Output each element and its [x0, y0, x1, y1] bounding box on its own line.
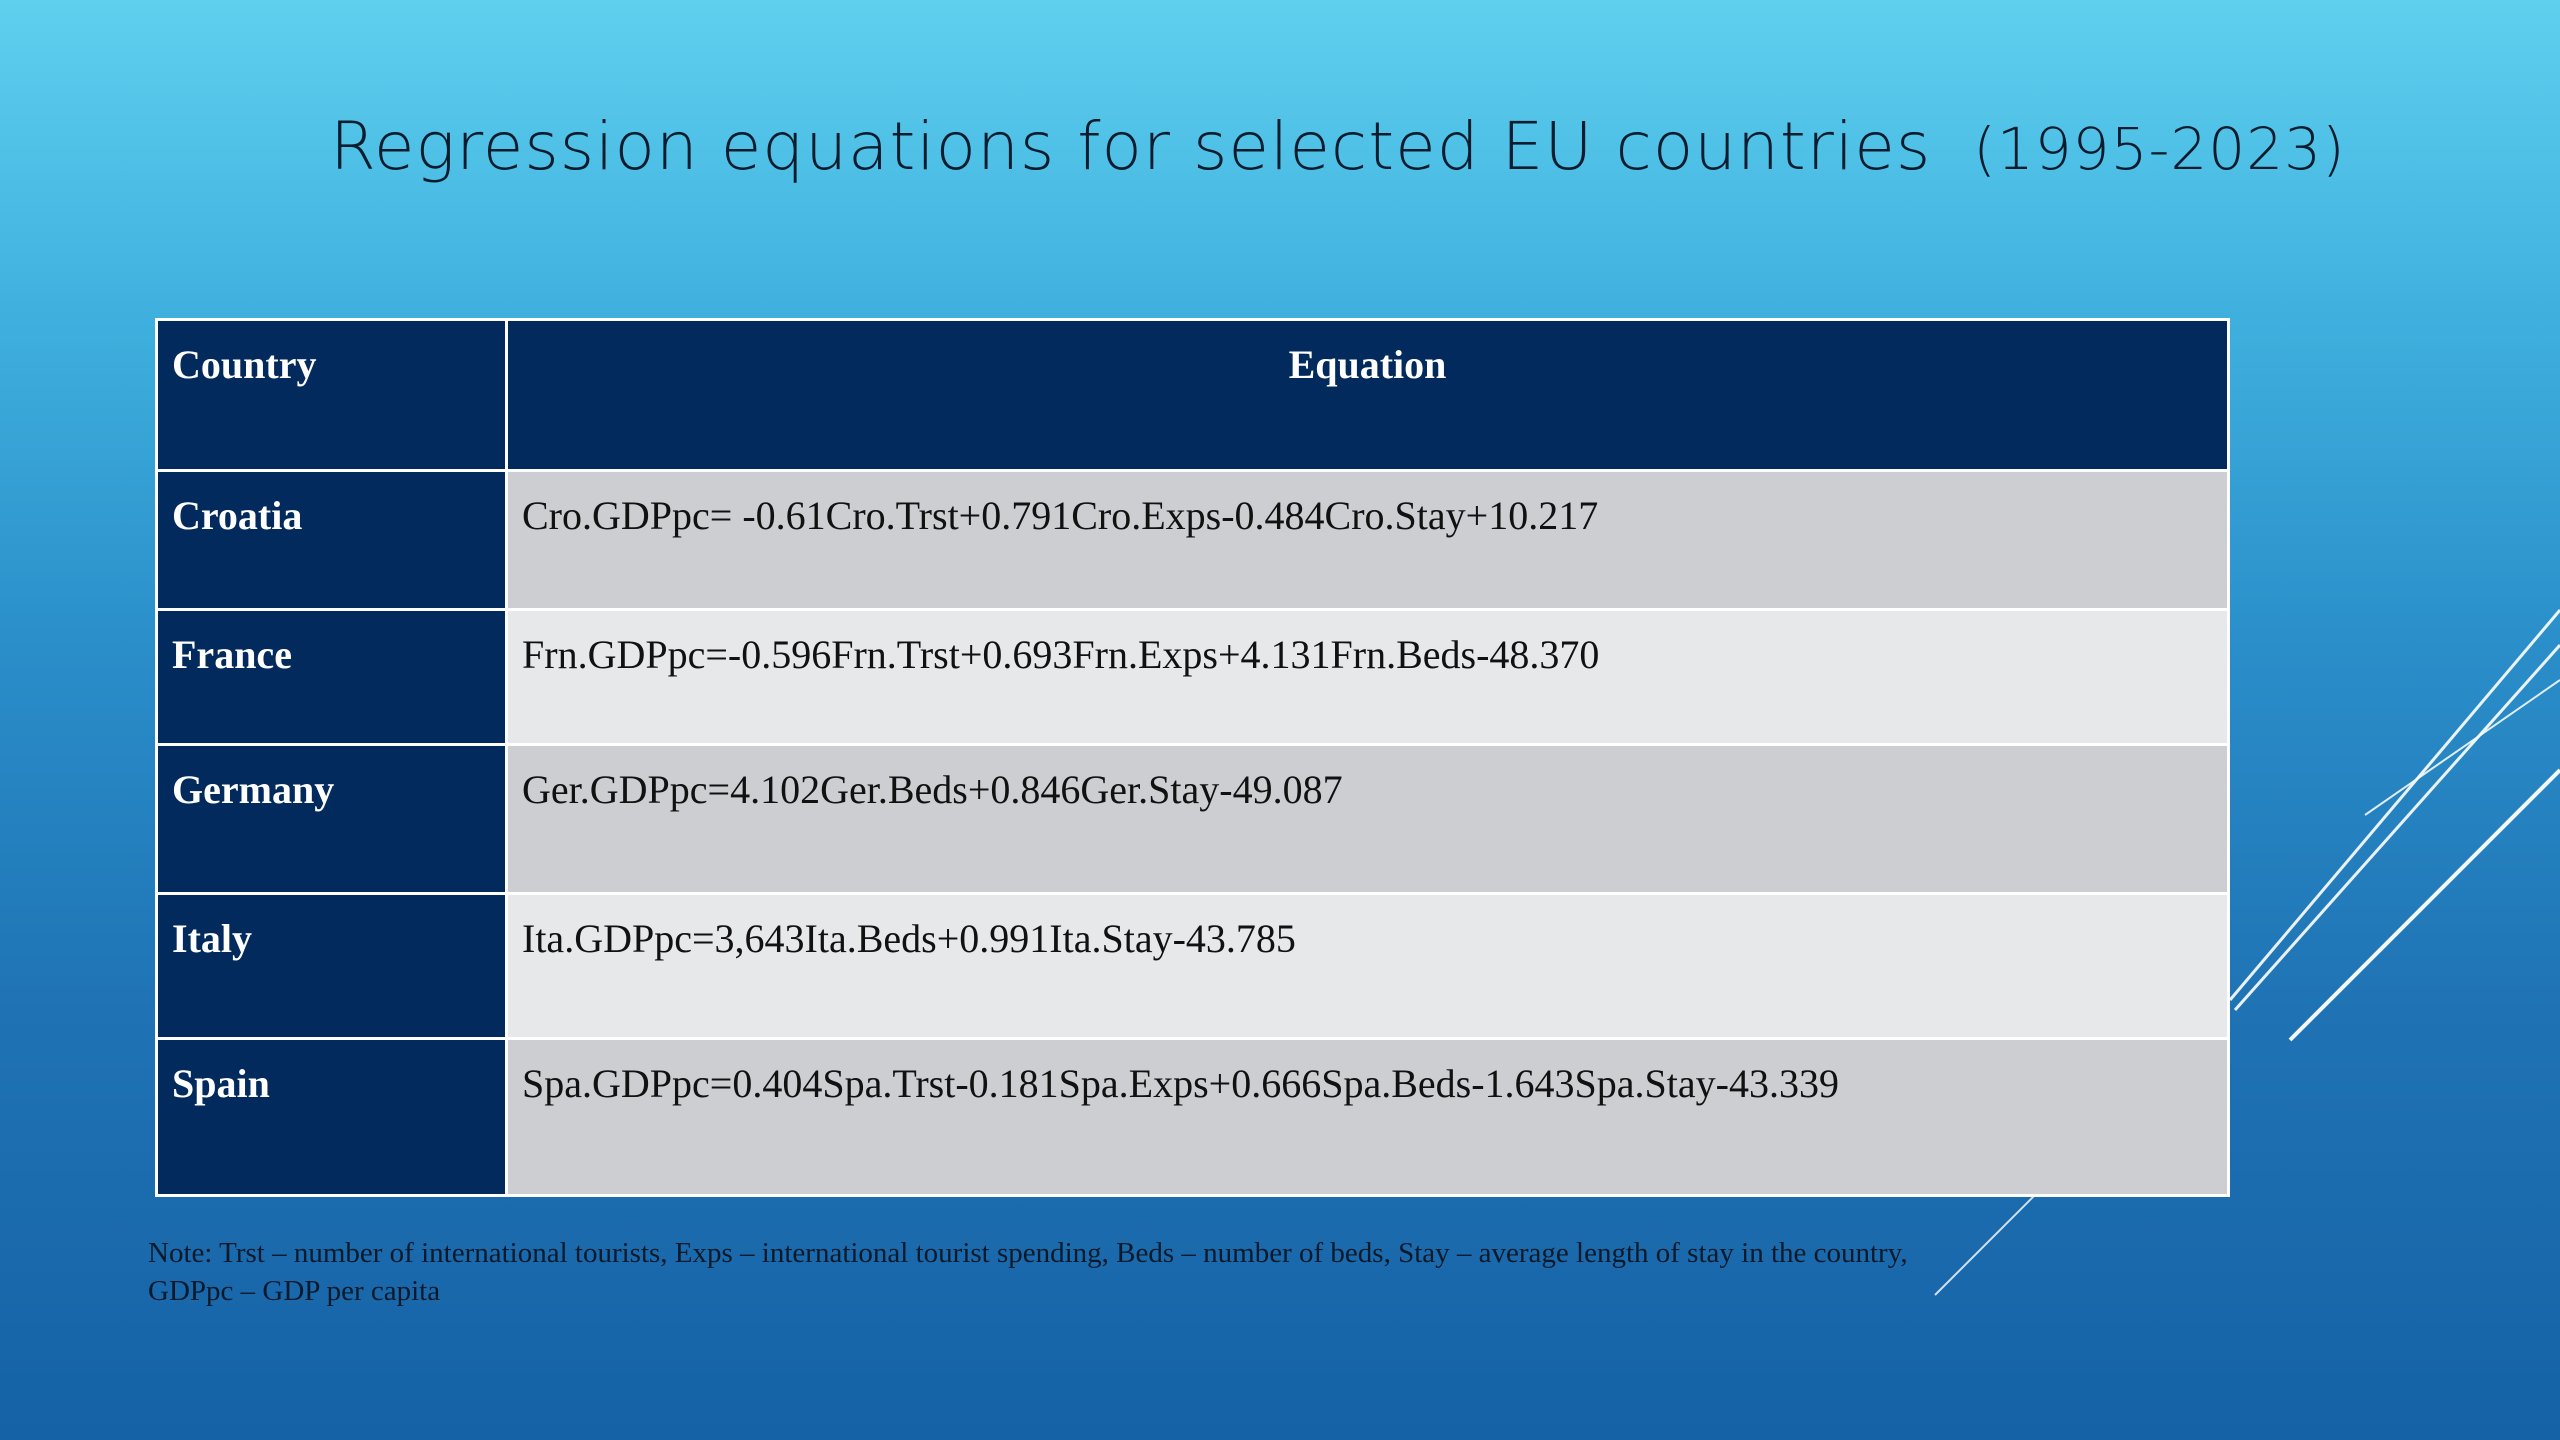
deco-line-2 — [2233, 644, 2560, 1011]
country-cell: Croatia — [155, 469, 508, 611]
table-row: Spain Spa.GDPpc=0.404Spa.Trst-0.181Spa.E… — [155, 1037, 2230, 1197]
equation-cell: Spa.GDPpc=0.404Spa.Trst-0.181Spa.Exps+0.… — [505, 1037, 2230, 1197]
country-cell: France — [155, 608, 508, 746]
table-row: Croatia Cro.GDPpc= -0.61Cro.Trst+0.791Cr… — [155, 469, 2230, 611]
regression-table: Country Equation Croatia Cro.GDPpc= -0.6… — [155, 318, 2230, 1197]
column-header-equation: Equation — [505, 318, 2230, 472]
country-cell: Germany — [155, 743, 508, 895]
note-line-2: GDPpc – GDP per capita — [148, 1275, 441, 1307]
slide-title-range: (1995-2023) — [1973, 115, 2346, 183]
table-row: Italy Ita.GDPpc=3,643Ita.Beds+0.991Ita.S… — [155, 892, 2230, 1040]
deco-line-5 — [1934, 1194, 2036, 1296]
deco-line-1 — [2228, 609, 2560, 1001]
equation-cell: Ger.GDPpc=4.102Ger.Beds+0.846Ger.Stay-49… — [505, 743, 2230, 895]
equation-cell: Cro.GDPpc= -0.61Cro.Trst+0.791Cro.Exps-0… — [505, 469, 2230, 611]
deco-line-4 — [2288, 768, 2560, 1042]
country-cell: Spain — [155, 1037, 508, 1197]
slide-title-text: Regression equations for selected EU cou… — [330, 108, 1932, 185]
equation-cell: Ita.GDPpc=3,643Ita.Beds+0.991Ita.Stay-43… — [505, 892, 2230, 1040]
table-row: France Frn.GDPpc=-0.596Frn.Trst+0.693Frn… — [155, 608, 2230, 746]
table-header-row: Country Equation — [155, 318, 2230, 472]
column-header-country: Country — [155, 318, 508, 472]
note-line-1: Note: Trst – number of international tou… — [148, 1237, 1908, 1269]
equation-cell: Frn.GDPpc=-0.596Frn.Trst+0.693Frn.Exps+4… — [505, 608, 2230, 746]
deco-line-3 — [2364, 679, 2560, 816]
country-cell: Italy — [155, 892, 508, 1040]
slide-title: Regression equations for selected EU cou… — [330, 108, 2346, 185]
table-note: Note: Trst – number of international tou… — [148, 1234, 2148, 1310]
table-row: Germany Ger.GDPpc=4.102Ger.Beds+0.846Ger… — [155, 743, 2230, 895]
